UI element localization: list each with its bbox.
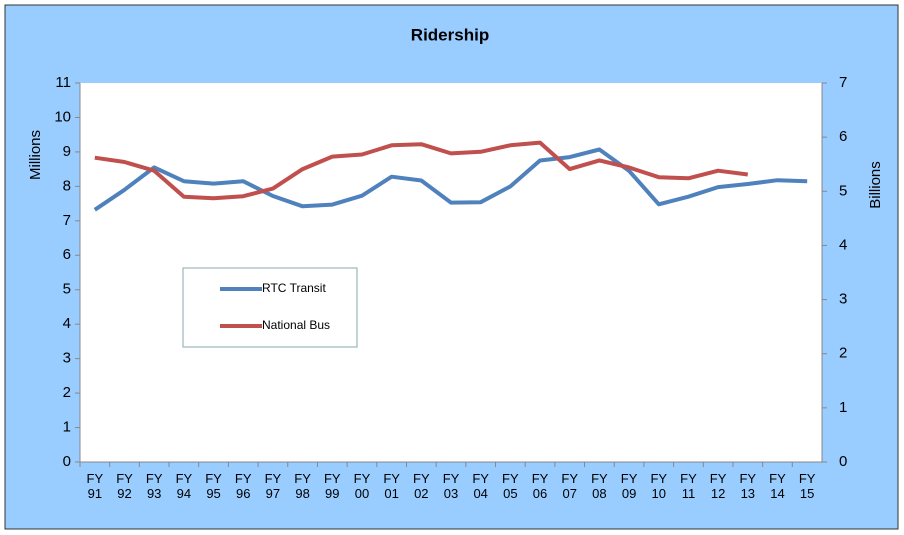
y2-tick-label: 3 [839, 291, 847, 308]
x-tick-label: FY 07 [561, 471, 579, 501]
y-tick-label: 8 [63, 177, 71, 194]
x-tick-label: FY 95 [205, 471, 222, 501]
y-tick-label: 6 [63, 246, 71, 263]
y-tick-label: 0 [63, 453, 71, 470]
y2-tick-label: 0 [839, 453, 847, 470]
y-tick-label: 1 [63, 419, 71, 436]
x-tick-label: FY 09 [620, 471, 638, 501]
y-tick-label: 2 [63, 384, 71, 401]
x-tick-label: FY 98 [294, 471, 311, 501]
legend-label: National Bus [262, 318, 330, 332]
chart-title: Ridership [411, 25, 489, 44]
x-tick-label: FY 08 [591, 471, 608, 501]
x-tick-label: FY 03 [442, 471, 460, 501]
x-tick-label: FY 04 [472, 471, 489, 501]
x-tick-label: FY 00 [353, 471, 371, 501]
x-tick-label: FY 97 [264, 471, 282, 501]
x-tick-label: FY 99 [323, 471, 341, 501]
y-tick-label: 5 [63, 281, 71, 298]
x-tick-label: FY 01 [383, 471, 400, 501]
x-tick-label: FY 15 [798, 471, 816, 501]
y-tick-label: 11 [55, 74, 71, 91]
line-series [94, 140, 749, 201]
y2-tick-label: 4 [839, 236, 847, 253]
y2-tick-label: 6 [839, 128, 847, 145]
x-tick-label: FY 05 [502, 471, 519, 501]
y-tick-label: 7 [63, 212, 71, 229]
legend-label: RTC Transit [262, 281, 326, 295]
x-tick-label: FY 94 [175, 471, 193, 501]
x-tick-label: FY 96 [234, 471, 252, 501]
y-tick-label: 10 [54, 108, 71, 125]
x-tick-label: FY 13 [739, 471, 757, 501]
y-axis-label: Millions [27, 130, 44, 180]
y2-tick-label: 2 [839, 345, 847, 362]
x-tick-label: FY 06 [531, 471, 549, 501]
y2-axis-label: Billions [867, 161, 884, 209]
x-tick-label: FY 12 [709, 471, 727, 501]
x-tick-label: FY 14 [769, 471, 786, 501]
x-tick-label: FY 93 [145, 471, 163, 501]
y-tick-label: 3 [63, 350, 71, 367]
y2-tick-label: 5 [839, 182, 847, 199]
line-series [93, 147, 808, 212]
y2-tick-label: 1 [839, 399, 847, 416]
x-tick-label: FY 92 [116, 471, 133, 501]
x-tick-label: FY 91 [86, 471, 104, 501]
x-tick-label: FY 11 [680, 471, 697, 501]
x-tick-label: FY 02 [413, 471, 430, 501]
y-tick-label: 9 [63, 143, 71, 160]
x-tick-label: FY 10 [650, 471, 668, 501]
y-tick-label: 4 [63, 315, 71, 332]
y2-tick-label: 7 [839, 74, 847, 91]
legend [182, 267, 358, 348]
